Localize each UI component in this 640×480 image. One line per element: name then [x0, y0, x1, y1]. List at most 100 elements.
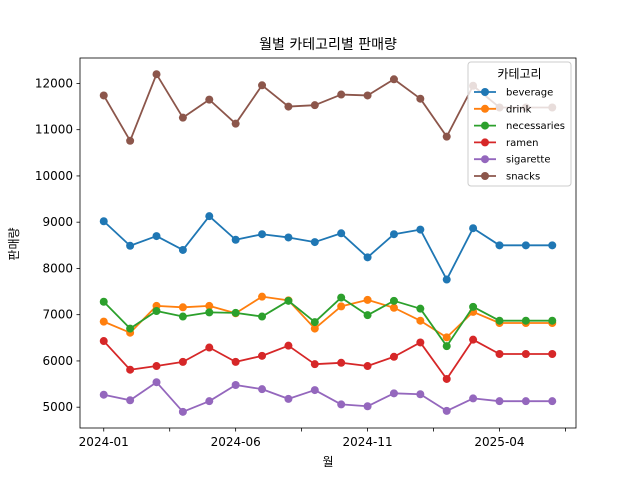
- data-point-sigarette: [178, 407, 187, 416]
- data-point-snacks: [231, 119, 240, 128]
- data-point-necessaries: [548, 316, 557, 325]
- data-point-beverage: [231, 235, 240, 244]
- y-tick-label: 9000: [42, 215, 73, 229]
- y-tick-label: 5000: [42, 400, 73, 414]
- y-tick-label: 8000: [42, 261, 73, 275]
- series-drink: [99, 292, 557, 342]
- data-point-necessaries: [178, 312, 187, 321]
- data-point-sigarette: [442, 406, 451, 415]
- legend-box: [467, 61, 572, 187]
- data-point-sigarette: [126, 396, 135, 405]
- series-beverage: [99, 212, 557, 284]
- data-point-beverage: [548, 241, 557, 250]
- data-point-sigarette: [99, 390, 108, 399]
- y-tick-label: 6000: [42, 354, 73, 368]
- data-point-snacks: [389, 75, 398, 84]
- data-point-ramen: [231, 357, 240, 366]
- data-point-beverage: [126, 241, 135, 250]
- data-point-necessaries: [152, 306, 161, 315]
- legend-swatch-marker: [481, 172, 489, 180]
- data-point-sigarette: [521, 397, 530, 406]
- data-point-sigarette: [310, 386, 319, 395]
- data-point-drink: [205, 301, 214, 310]
- data-point-sigarette: [258, 385, 267, 394]
- data-point-drink: [310, 324, 319, 333]
- x-tick-label: 2024-01: [79, 435, 129, 449]
- data-point-beverage: [284, 233, 293, 242]
- legend-label: drink: [506, 104, 532, 115]
- data-point-drink: [99, 317, 108, 326]
- data-point-ramen: [469, 335, 478, 344]
- data-point-beverage: [152, 232, 161, 241]
- data-point-ramen: [126, 365, 135, 374]
- legend-title: 카테고리: [497, 67, 541, 81]
- legend-label: ramen: [506, 138, 538, 149]
- data-point-necessaries: [284, 296, 293, 305]
- plot-frame: [79, 57, 577, 429]
- legend-swatch-marker: [481, 121, 489, 130]
- legend-label: beverage: [506, 88, 553, 99]
- series-line-ramen: [103, 338, 553, 380]
- series-necessaries: [99, 293, 557, 351]
- data-point-snacks: [284, 102, 293, 111]
- data-point-snacks: [337, 90, 346, 99]
- data-point-necessaries: [205, 308, 214, 317]
- chart-title: 월별 카테고리별 판매량: [259, 37, 397, 53]
- data-point-necessaries: [99, 297, 108, 306]
- legend-swatch-marker: [481, 88, 489, 96]
- data-point-sigarette: [284, 394, 293, 403]
- y-tick-label: 11000: [35, 123, 73, 137]
- data-point-beverage: [310, 238, 319, 247]
- data-point-beverage: [99, 217, 108, 226]
- data-point-snacks: [126, 136, 135, 145]
- data-point-beverage: [178, 245, 187, 254]
- legend-item-beverage: beverage: [474, 88, 553, 99]
- data-point-necessaries: [231, 308, 240, 317]
- data-point-beverage: [337, 229, 346, 238]
- data-point-ramen: [416, 338, 425, 347]
- legend-item-ramen: ramen: [474, 138, 538, 149]
- data-point-sigarette: [337, 400, 346, 409]
- data-point-necessaries: [126, 324, 135, 333]
- data-point-beverage: [416, 225, 425, 234]
- data-point-necessaries: [495, 316, 504, 325]
- x-tick-label: 2024-06: [211, 435, 261, 449]
- y-axis-title: 판매량: [7, 227, 21, 260]
- data-point-drink: [442, 333, 451, 342]
- data-point-necessaries: [416, 304, 425, 313]
- data-point-drink: [178, 303, 187, 312]
- data-point-beverage: [521, 241, 530, 250]
- series-line-beverage: [103, 215, 553, 281]
- legend-item-snacks: snacks: [474, 172, 540, 183]
- data-point-beverage: [495, 241, 504, 250]
- data-point-beverage: [442, 275, 451, 284]
- series-sigarette: [99, 378, 557, 416]
- data-point-drink: [337, 302, 346, 311]
- data-point-beverage: [469, 224, 478, 233]
- data-point-drink: [363, 295, 372, 304]
- y-tick-label: 7000: [42, 308, 73, 322]
- data-point-ramen: [284, 341, 293, 350]
- legend-label: necessaries: [506, 121, 565, 132]
- data-point-ramen: [99, 337, 108, 346]
- legend-swatch-marker: [481, 155, 489, 164]
- data-point-ramen: [363, 362, 372, 371]
- data-point-snacks: [152, 70, 161, 79]
- data-point-necessaries: [337, 293, 346, 302]
- data-point-ramen: [389, 352, 398, 361]
- legend-label: snacks: [506, 172, 540, 183]
- data-point-ramen: [495, 350, 504, 358]
- plot-area: [79, 57, 577, 429]
- data-point-sigarette: [548, 397, 557, 406]
- data-point-necessaries: [363, 311, 372, 320]
- series-line-drink: [103, 295, 553, 339]
- data-point-snacks: [310, 101, 319, 110]
- data-point-ramen: [178, 357, 187, 366]
- data-point-drink: [416, 316, 425, 325]
- legend-swatch-marker: [481, 104, 489, 113]
- data-point-beverage: [389, 230, 398, 239]
- data-point-ramen: [310, 360, 319, 369]
- data-point-sigarette: [469, 394, 478, 403]
- data-point-sigarette: [416, 390, 425, 399]
